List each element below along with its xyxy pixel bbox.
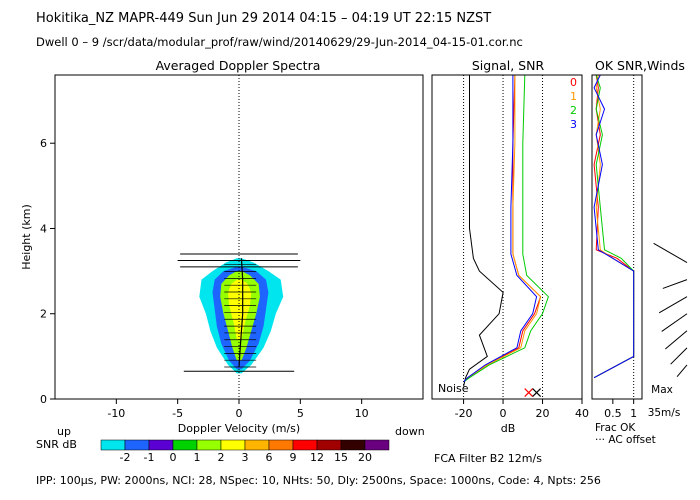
velocity-trace (224, 258, 257, 368)
line-signal (463, 75, 504, 387)
colorbar-swatch (196, 439, 222, 451)
winds-title: OK SNR,Winds (595, 58, 685, 73)
legend-entry-0: 0 (570, 76, 577, 89)
height-tick-label: 0 (40, 393, 47, 406)
colorbar-label: SNR dB (36, 438, 77, 451)
snr-axis-label: dB (501, 422, 516, 435)
legend-entry-2: 2 (570, 104, 577, 117)
frac-ok-lines (593, 74, 635, 399)
velocity-tick-label: 5 (297, 407, 304, 420)
velocity-tick-label: -10 (107, 407, 125, 420)
velocity-tick-label: -5 (172, 407, 183, 420)
winds-axes (591, 74, 643, 400)
height-tick-label: 2 (40, 308, 47, 321)
velocity-axis-label: Doppler Velocity (m/s) (178, 422, 300, 435)
colorbar-swatch (100, 439, 126, 451)
colorbar-tick-label: 15 (334, 451, 348, 464)
line-snr_3 (463, 75, 538, 383)
wind-max-label: Max (651, 384, 673, 396)
snr-title: Signal, SNR (472, 58, 545, 73)
frac-ok-2 (593, 74, 635, 379)
noise-marker (532, 388, 542, 398)
wind-max-speed: 35m/s (648, 407, 681, 419)
colorbar-tick-label: 9 (290, 451, 297, 464)
winds-ticks: 0.5 1 (604, 399, 637, 420)
velocity-tick-label: 0 (236, 407, 243, 420)
signal-snr-panel: -20 0 20 40 (431, 74, 589, 420)
velocity-tick-label: 10 (355, 407, 369, 420)
frac-ok-3 (593, 74, 635, 379)
colorbar-tick-label: 1 (194, 451, 201, 464)
height-tick-label: 4 (40, 222, 47, 235)
legend-entry-1: 1 (570, 90, 577, 103)
db-tick-label: 20 (536, 407, 550, 420)
db-tick-label: -20 (455, 407, 473, 420)
colorbar-tick-label: 12 (310, 451, 324, 464)
spectra-title: Averaged Doppler Spectra (156, 58, 321, 73)
dwell-path: Dwell 0 – 9 /scr/data/modular_prof/raw/w… (36, 35, 523, 49)
colorbar-swatch (124, 439, 150, 451)
wind-barb (670, 347, 688, 365)
wind-barb (665, 330, 688, 350)
frac-ok-0 (593, 74, 635, 379)
up-label: up (57, 425, 71, 438)
frac-ok-label: Frac OK (595, 422, 636, 434)
frac-tick-label: 1 (630, 407, 637, 420)
down-label: down (395, 425, 425, 438)
wind-barb (658, 296, 688, 314)
colorbar-tick-label: -2 (120, 451, 131, 464)
line-snr_1 (463, 75, 542, 383)
wind-barb (676, 364, 688, 378)
snr-lines (463, 74, 549, 398)
height-tick-label: 6 (40, 137, 47, 150)
colorbar-tick-label: 6 (266, 451, 273, 464)
db-tick-label: 40 (575, 407, 589, 420)
snr-axes (431, 74, 583, 400)
colorbar-swatch (292, 439, 318, 451)
wind-barb (661, 313, 688, 332)
colorbar-swatch (172, 439, 198, 451)
velocity-line (238, 258, 244, 368)
colorbar-swatch (148, 439, 174, 451)
colorbar-swatch (268, 439, 294, 451)
ac-offset-label: ··· AC offset (595, 434, 656, 446)
filter-label: FCA Filter B2 12m/s (434, 452, 542, 465)
snr-contours (199, 75, 284, 399)
spectra-ticks: -10 -5 0 5 10 0 2 4 6 (40, 137, 369, 420)
colorbar-tick-label: -1 (144, 451, 155, 464)
wind-barb (653, 242, 688, 264)
colorbar-swatch (220, 439, 246, 451)
line-snr_2 (463, 74, 549, 383)
colorbar-tick-label: 20 (358, 451, 372, 464)
noise-label: Noise (438, 382, 469, 395)
frac-ok-1 (593, 74, 635, 379)
colorbar-swatch (364, 439, 390, 451)
frac-tick-label: 0.5 (604, 407, 622, 420)
spectra-panel: -10 -5 0 5 10 0 2 4 6 (40, 74, 424, 420)
wind-barb (662, 279, 688, 289)
colorbar-swatch (340, 439, 366, 451)
footer-params: IPP: 100μs, PW: 2000ns, NCI: 28, NSpec: … (36, 474, 601, 487)
colorbar-tick-label: 2 (218, 451, 225, 464)
colorbar-tick-label: 3 (242, 451, 249, 464)
colorbar-swatch (316, 439, 342, 451)
colorbar-swatch (244, 439, 270, 451)
figure-title: Hokitika_NZ MAPR-449 Sun Jun 29 2014 04:… (36, 11, 491, 26)
snr-colorbar: -2 -1 0 1 2 3 6 9 12 15 20 (100, 439, 390, 464)
spectral-width-bars (177, 253, 301, 372)
snr-ticks: -20 0 20 40 (455, 399, 589, 420)
noise-marker (524, 388, 534, 398)
snr-contour-3 (228, 279, 252, 340)
legend-entry-3: 3 (570, 118, 577, 131)
snr-gridlines (463, 75, 544, 399)
db-tick-label: 0 (500, 407, 507, 420)
colorbar-tick-label: 0 (170, 451, 177, 464)
wind-barbs (653, 242, 688, 378)
height-axis-label: Height (km) (20, 204, 33, 270)
